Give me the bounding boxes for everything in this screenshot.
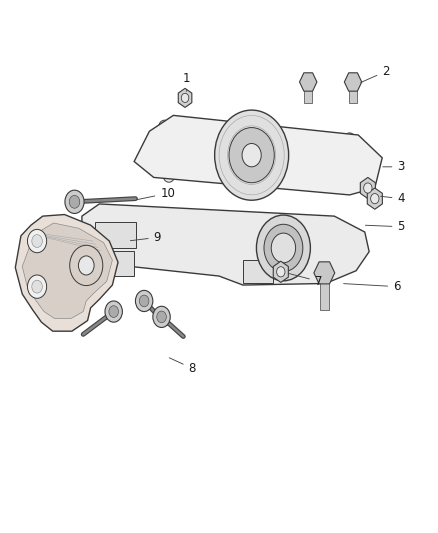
Circle shape bbox=[343, 133, 356, 148]
Polygon shape bbox=[134, 115, 382, 195]
Text: 2: 2 bbox=[361, 65, 390, 83]
Circle shape bbox=[346, 136, 353, 144]
Circle shape bbox=[105, 301, 122, 322]
Circle shape bbox=[229, 127, 274, 183]
Circle shape bbox=[135, 290, 153, 312]
Circle shape bbox=[70, 245, 103, 286]
Polygon shape bbox=[82, 204, 369, 285]
Circle shape bbox=[32, 280, 42, 293]
Circle shape bbox=[364, 183, 372, 193]
Circle shape bbox=[162, 124, 168, 131]
Circle shape bbox=[343, 178, 356, 193]
Circle shape bbox=[139, 295, 149, 307]
Text: 10: 10 bbox=[137, 187, 175, 200]
Bar bbox=[304, 82, 312, 103]
Circle shape bbox=[159, 120, 171, 135]
Circle shape bbox=[28, 229, 47, 253]
Text: 1: 1 bbox=[183, 72, 190, 91]
Polygon shape bbox=[367, 188, 382, 209]
Circle shape bbox=[77, 254, 96, 277]
Circle shape bbox=[153, 306, 170, 327]
Circle shape bbox=[256, 215, 311, 281]
Bar bbox=[320, 273, 329, 310]
Circle shape bbox=[157, 311, 166, 322]
Circle shape bbox=[65, 190, 84, 214]
Circle shape bbox=[346, 182, 353, 189]
Polygon shape bbox=[22, 223, 113, 318]
Circle shape bbox=[371, 193, 379, 204]
Circle shape bbox=[81, 259, 92, 272]
Circle shape bbox=[166, 171, 172, 179]
Bar bbox=[243, 260, 273, 284]
Circle shape bbox=[264, 224, 303, 272]
Polygon shape bbox=[178, 88, 192, 108]
Text: 9: 9 bbox=[131, 231, 161, 244]
Text: 4: 4 bbox=[381, 192, 405, 205]
Bar bbox=[93, 251, 134, 276]
Circle shape bbox=[28, 275, 47, 298]
Circle shape bbox=[277, 266, 285, 277]
Polygon shape bbox=[300, 73, 317, 91]
Text: 6: 6 bbox=[344, 280, 401, 293]
Circle shape bbox=[215, 110, 289, 200]
Circle shape bbox=[163, 167, 175, 182]
Polygon shape bbox=[314, 262, 335, 284]
Text: 3: 3 bbox=[383, 160, 405, 173]
Circle shape bbox=[78, 256, 94, 275]
Text: 8: 8 bbox=[170, 358, 196, 375]
Polygon shape bbox=[360, 177, 375, 199]
Circle shape bbox=[109, 306, 118, 317]
Polygon shape bbox=[273, 261, 288, 282]
Text: 7: 7 bbox=[289, 273, 322, 288]
Circle shape bbox=[69, 196, 80, 208]
Polygon shape bbox=[344, 73, 362, 91]
Bar bbox=[349, 82, 357, 103]
Circle shape bbox=[181, 93, 189, 102]
Text: 5: 5 bbox=[365, 220, 405, 233]
Circle shape bbox=[32, 235, 42, 247]
Circle shape bbox=[242, 143, 261, 167]
Bar bbox=[95, 222, 136, 248]
Circle shape bbox=[271, 233, 296, 263]
Polygon shape bbox=[15, 215, 118, 331]
